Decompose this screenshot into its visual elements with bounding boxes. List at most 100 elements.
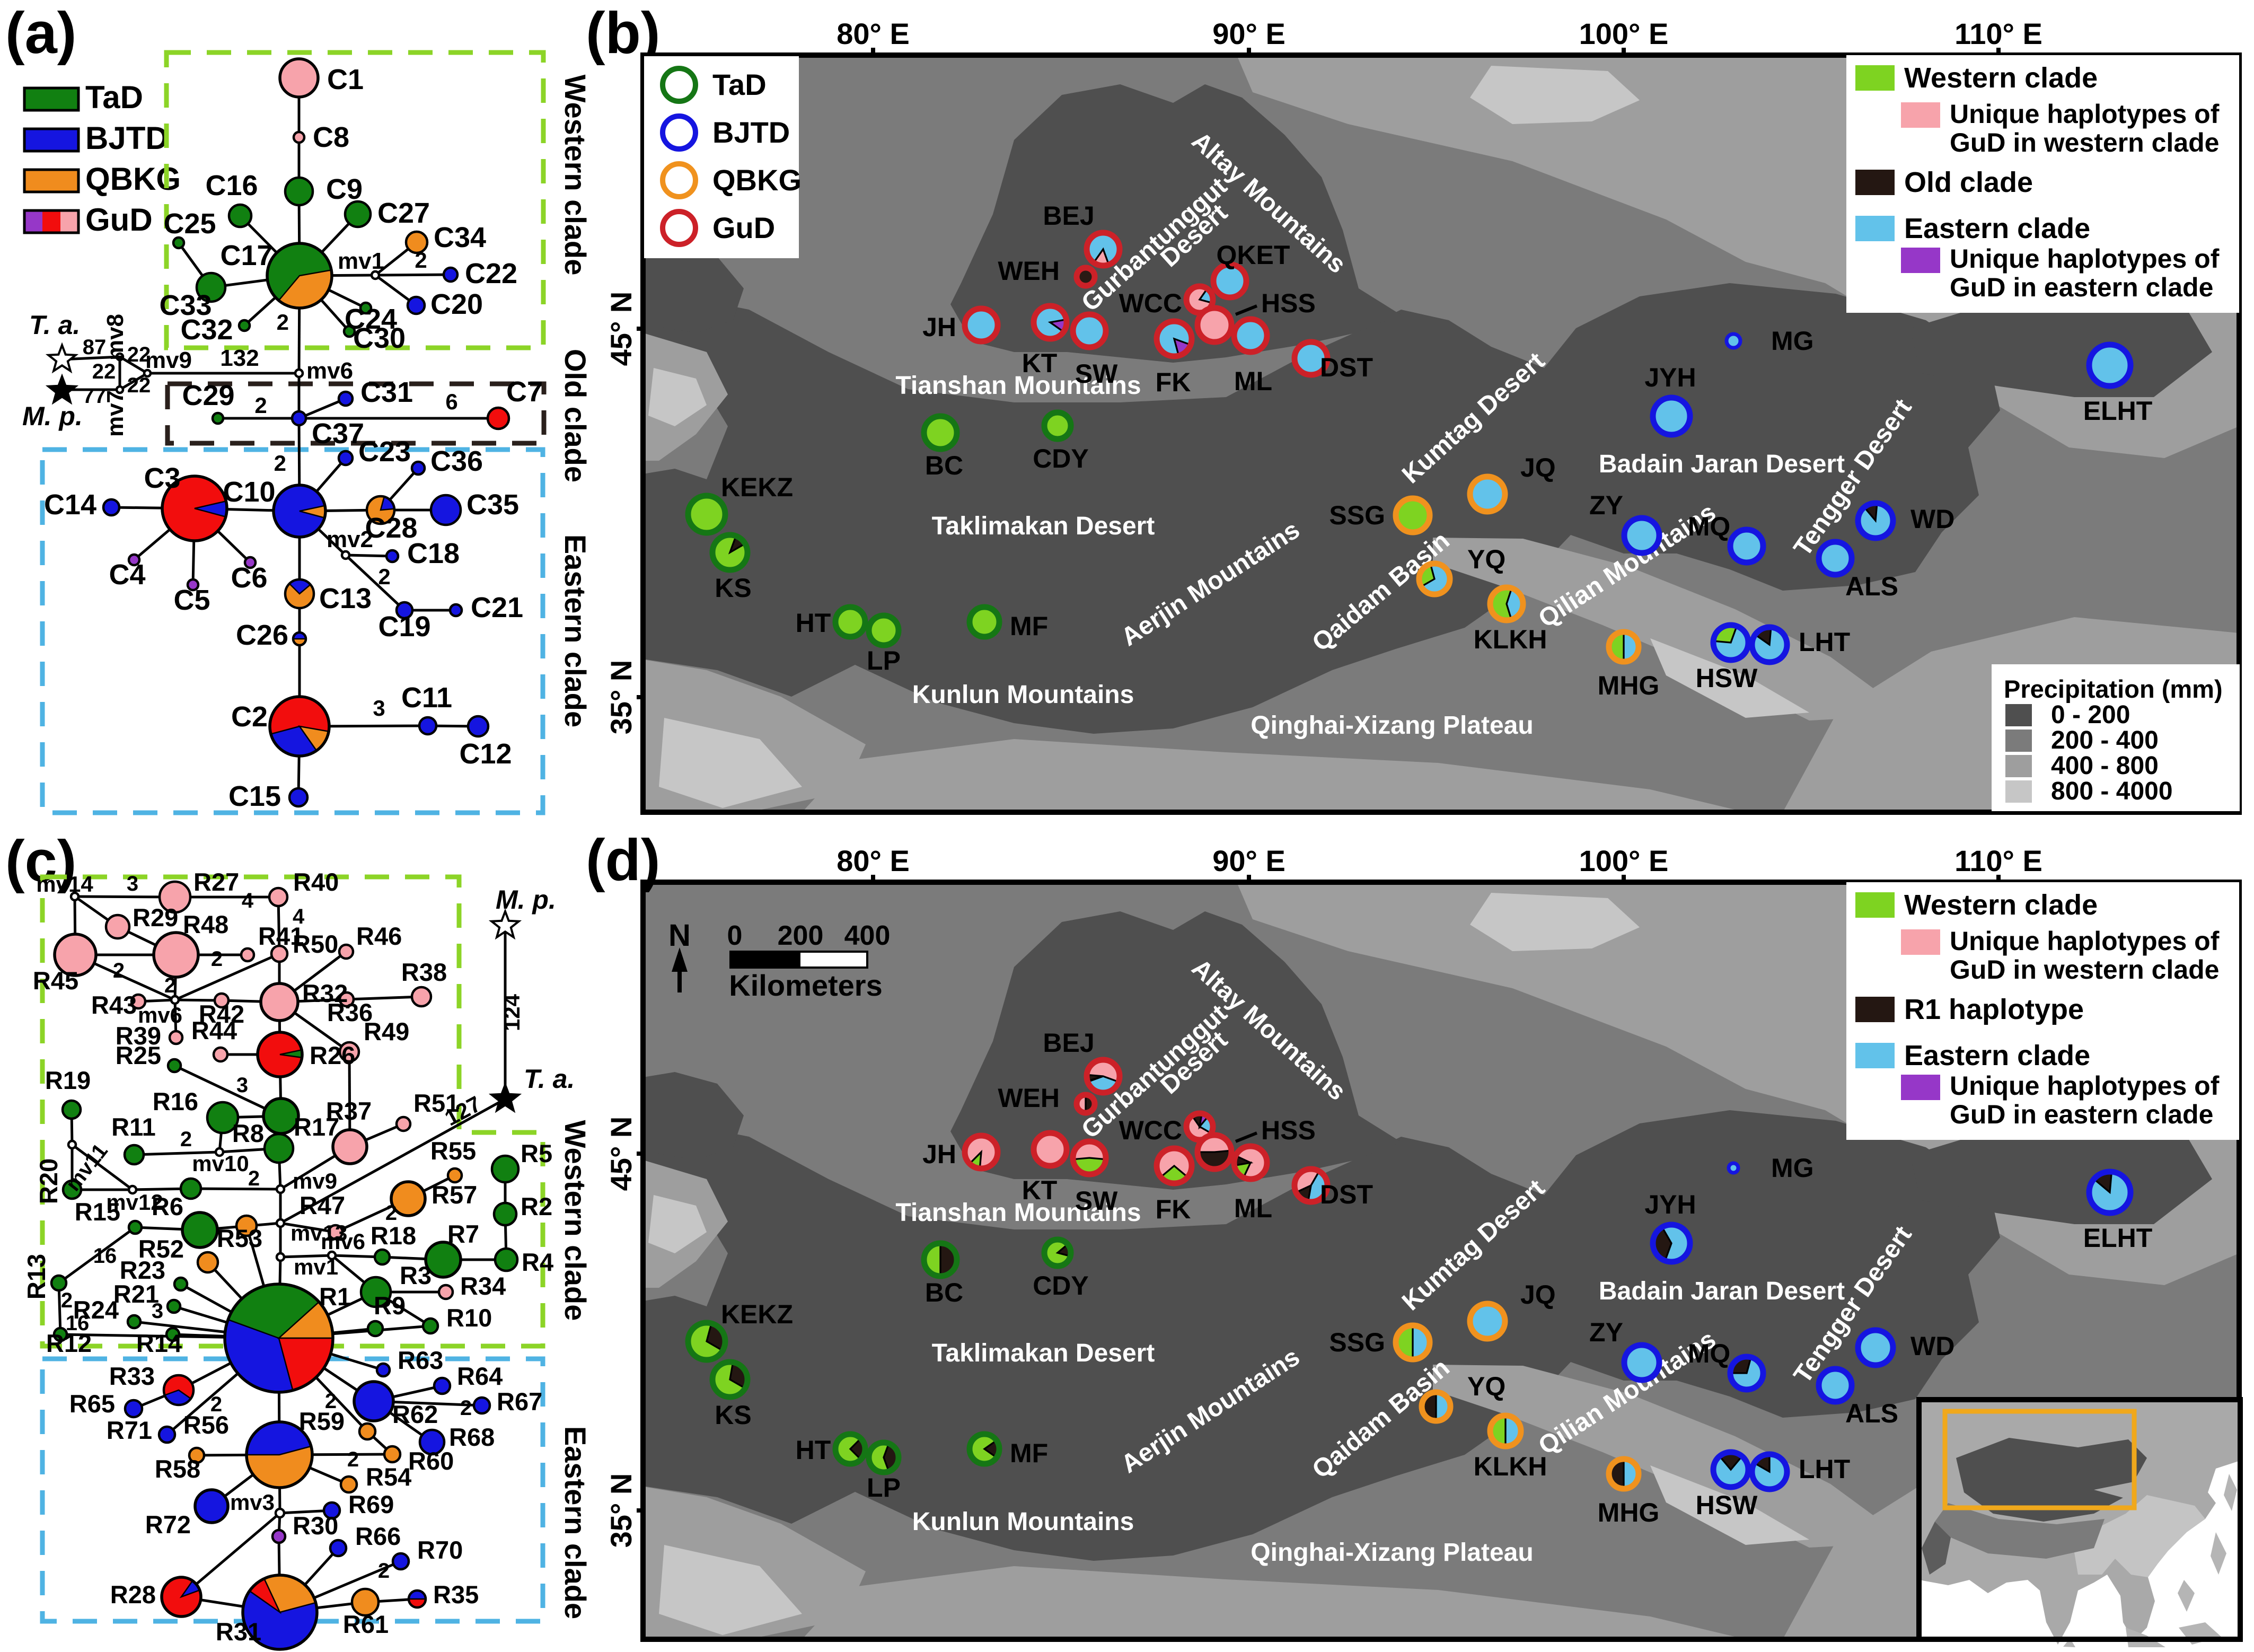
svg-text:MHG: MHG <box>1598 1498 1660 1527</box>
svg-text:Western clade: Western clade <box>1904 889 2098 921</box>
svg-text:Kunlun Mountains: Kunlun Mountains <box>912 1508 1134 1536</box>
svg-text:MG: MG <box>1771 326 1814 356</box>
svg-text:C24: C24 <box>345 303 397 335</box>
svg-text:C13: C13 <box>319 583 372 614</box>
svg-text:JYH: JYH <box>1644 363 1696 392</box>
svg-text:80° E: 80° E <box>837 17 910 50</box>
svg-text:3: 3 <box>152 1299 163 1323</box>
svg-text:R29: R29 <box>133 903 178 932</box>
svg-text:MG: MG <box>1771 1153 1814 1183</box>
svg-text:ALS: ALS <box>1845 1399 1898 1428</box>
svg-text:R35: R35 <box>433 1580 479 1609</box>
svg-text:SW: SW <box>1075 359 1118 389</box>
svg-text:C7: C7 <box>506 376 543 408</box>
svg-text:R24: R24 <box>73 1296 119 1324</box>
svg-text:Unique haplotypes of: Unique haplotypes of <box>1950 99 2220 129</box>
svg-text:R7: R7 <box>447 1220 479 1248</box>
svg-text:R5: R5 <box>521 1139 552 1167</box>
svg-text:C28: C28 <box>365 512 417 544</box>
svg-text:Tianshan Mountains: Tianshan Mountains <box>895 1199 1141 1227</box>
svg-text:C17: C17 <box>220 240 272 271</box>
svg-text:Eastern clade: Eastern clade <box>559 534 592 727</box>
svg-text:R34: R34 <box>460 1272 506 1300</box>
svg-text:LHT: LHT <box>1799 627 1850 657</box>
svg-text:110° E: 110° E <box>1954 844 2042 877</box>
svg-text:45° N: 45° N <box>604 292 638 366</box>
svg-text:22: 22 <box>127 343 151 366</box>
svg-text:R21: R21 <box>113 1280 159 1308</box>
svg-text:R9: R9 <box>374 1291 406 1320</box>
svg-text:R33: R33 <box>109 1362 155 1390</box>
svg-text:SW: SW <box>1075 1186 1118 1216</box>
svg-text:2: 2 <box>248 1167 260 1190</box>
svg-text:BC: BC <box>925 451 963 480</box>
svg-text:R14: R14 <box>136 1329 182 1357</box>
svg-text:R68: R68 <box>449 1423 495 1451</box>
svg-text:2: 2 <box>210 1393 222 1416</box>
svg-text:T. a.: T. a. <box>524 1064 575 1094</box>
svg-text:400 - 800: 400 - 800 <box>2051 752 2159 780</box>
svg-text:LHT: LHT <box>1799 1454 1850 1484</box>
svg-text:Eastern clade: Eastern clade <box>1904 1040 2090 1071</box>
svg-text:M. p.: M. p. <box>22 401 83 431</box>
svg-text:2: 2 <box>164 974 176 997</box>
svg-text:22: 22 <box>92 360 116 383</box>
svg-text:GuD in western clade: GuD in western clade <box>1950 955 2219 985</box>
svg-text:80° E: 80° E <box>837 844 910 877</box>
svg-text:mv6: mv6 <box>321 1229 365 1254</box>
svg-text:C9: C9 <box>326 173 363 205</box>
svg-text:JQ: JQ <box>1520 453 1556 482</box>
svg-text:2: 2 <box>347 1448 359 1471</box>
svg-text:ML: ML <box>1234 366 1272 396</box>
svg-text:YQ: YQ <box>1467 544 1505 574</box>
svg-text:KT: KT <box>1022 1175 1058 1205</box>
svg-text:R67: R67 <box>497 1387 542 1416</box>
svg-text:Taklimakan Desert: Taklimakan Desert <box>932 512 1155 540</box>
svg-text:CDY: CDY <box>1033 1271 1089 1300</box>
svg-text:mv2: mv2 <box>327 526 373 552</box>
svg-text:DST: DST <box>1320 353 1373 382</box>
svg-text:C22: C22 <box>465 258 517 289</box>
svg-text:CDY: CDY <box>1033 444 1089 473</box>
svg-text:C11: C11 <box>401 682 452 714</box>
svg-text:C34: C34 <box>434 222 486 253</box>
svg-text:R66: R66 <box>355 1522 401 1550</box>
svg-text:mv3: mv3 <box>230 1490 275 1515</box>
svg-text:R42: R42 <box>199 1000 244 1028</box>
svg-text:2: 2 <box>378 564 390 589</box>
svg-text:BEJ: BEJ <box>1043 201 1094 231</box>
svg-text:90° E: 90° E <box>1212 844 1286 877</box>
svg-text:MQ: MQ <box>1688 1339 1731 1368</box>
svg-text:Badain Jaran Desert: Badain Jaran Desert <box>1599 1277 1845 1305</box>
svg-text:C15: C15 <box>228 780 281 812</box>
svg-text:Western clade: Western clade <box>559 75 592 276</box>
svg-text:HSS: HSS <box>1261 288 1316 318</box>
svg-text:R41: R41 <box>258 922 304 950</box>
svg-text:R64: R64 <box>457 1362 503 1390</box>
svg-text:R19: R19 <box>45 1066 91 1094</box>
svg-text:R40: R40 <box>293 868 339 896</box>
svg-text:HT: HT <box>796 608 831 638</box>
svg-text:(c): (c) <box>5 829 76 894</box>
svg-text:mv6: mv6 <box>138 1003 182 1027</box>
svg-text:R31: R31 <box>216 1618 261 1646</box>
svg-text:KEKZ: KEKZ <box>721 1299 793 1329</box>
svg-text:mv1: mv1 <box>294 1254 338 1279</box>
svg-text:22: 22 <box>127 374 151 397</box>
svg-text:ML: ML <box>1234 1193 1272 1223</box>
svg-text:R10: R10 <box>446 1304 492 1332</box>
svg-text:R49: R49 <box>364 1017 409 1045</box>
svg-text:R18: R18 <box>371 1222 416 1250</box>
svg-text:YQ: YQ <box>1467 1372 1505 1401</box>
svg-text:JH: JH <box>922 312 956 342</box>
svg-text:2: 2 <box>378 1559 390 1583</box>
svg-text:KT: KT <box>1022 348 1058 378</box>
svg-text:R48: R48 <box>183 910 228 938</box>
svg-text:QKET: QKET <box>1217 240 1290 270</box>
svg-text:C26: C26 <box>236 619 288 651</box>
svg-text:Qinghai-Xizang Plateau: Qinghai-Xizang Plateau <box>1251 711 1533 740</box>
svg-text:R27: R27 <box>193 868 239 896</box>
svg-text:R63: R63 <box>398 1346 443 1374</box>
svg-text:4: 4 <box>242 889 254 912</box>
svg-text:R50: R50 <box>293 930 338 958</box>
